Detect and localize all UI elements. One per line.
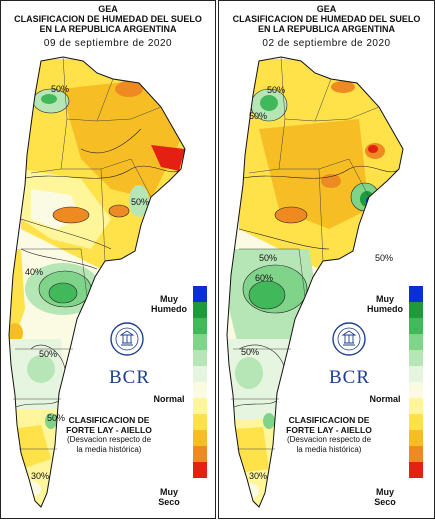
contour-label: 50% — [375, 253, 393, 263]
legend-swatch — [409, 462, 423, 478]
legend-top-label: Muy Humedo — [367, 294, 403, 314]
legend-mid-label: Normal — [153, 394, 185, 404]
legend-swatch — [193, 302, 207, 318]
legend-swatch — [409, 398, 423, 414]
legend-bottom-label: Muy Seco — [158, 487, 180, 507]
title-line-1: CLASIFICACION DE HUMEDAD DEL SUELO — [232, 14, 421, 24]
title-line-2: EN LA REPUBLICA ARGENTINA — [258, 24, 395, 34]
contour-label: 50% — [39, 349, 57, 359]
legend-swatch — [409, 286, 423, 302]
bcr-seal-icon — [332, 322, 366, 356]
legend-swatch — [409, 414, 423, 430]
legend-swatch — [193, 382, 207, 398]
map-date: 02 de septiembre de 2020 — [262, 38, 391, 49]
legend-swatch — [409, 318, 423, 334]
map-date: 09 de septiembre de 2020 — [43, 38, 173, 49]
contour-label: 50% — [241, 347, 259, 357]
contour-label: 60% — [255, 273, 273, 283]
legend-swatch — [193, 318, 207, 334]
title-line-1: CLASIFICACION DE HUMEDAD DEL SUELO — [14, 14, 202, 24]
legend-mid-label: Normal — [369, 394, 401, 404]
legend-bottom-label: Muy Seco — [374, 487, 396, 507]
contour-label: 50% — [249, 111, 267, 121]
legend-swatch — [193, 366, 207, 382]
argentina-map-left: 50% 50% 40% 50% 50% 30% — [8, 56, 186, 508]
classification-note: CLASIFICACION DE FORTE LAY - AIELLO (Des… — [66, 415, 152, 454]
contour-label: 30% — [31, 471, 49, 481]
legend-swatch — [409, 350, 423, 366]
legend-swatch — [409, 446, 423, 462]
contour-label: 50% — [259, 253, 277, 263]
legend-swatch — [409, 382, 423, 398]
legend-swatch — [193, 462, 207, 478]
contour-label: 40% — [25, 267, 43, 277]
title-line-2: EN LA REPUBLICA ARGENTINA — [39, 24, 177, 34]
legend-swatch — [409, 366, 423, 382]
legend-swatch — [193, 398, 207, 414]
bcr-logo: BCR — [329, 367, 371, 388]
contour-label: 30% — [249, 471, 267, 481]
legend-scale — [193, 286, 207, 478]
legend-swatch — [409, 302, 423, 318]
classification-note: CLASIFICACION DE FORTE LAY - AIELLO (Des… — [286, 415, 372, 454]
argentina-map-right: 50% 50% 50% 60% 50% 50% 30% — [226, 56, 404, 508]
map-panel-right: GEA CLASIFICACION DE HUMEDAD DEL SUELO E… — [218, 0, 435, 519]
org-label: GEA — [98, 4, 118, 14]
legend-swatch — [193, 414, 207, 430]
bcr-logo: BCR — [109, 367, 151, 388]
legend-top-label: Muy Humedo — [151, 294, 187, 314]
legend-swatch — [193, 334, 207, 350]
legend-scale — [409, 286, 423, 478]
contour-label: 50% — [47, 413, 65, 423]
org-label: GEA — [316, 4, 337, 14]
contour-label: 50% — [131, 197, 149, 207]
contour-label: 50% — [267, 85, 285, 95]
legend-swatch — [193, 446, 207, 462]
legend-swatch — [409, 334, 423, 350]
legend-swatch — [193, 350, 207, 366]
map-panel-left: GEA CLASIFICACION DE HUMEDAD DEL SUELO E… — [0, 0, 216, 519]
contour-label: 50% — [51, 84, 69, 94]
legend-swatch — [193, 430, 207, 446]
legend-swatch — [409, 430, 423, 446]
legend-swatch — [193, 286, 207, 302]
bcr-seal-icon — [110, 322, 144, 356]
